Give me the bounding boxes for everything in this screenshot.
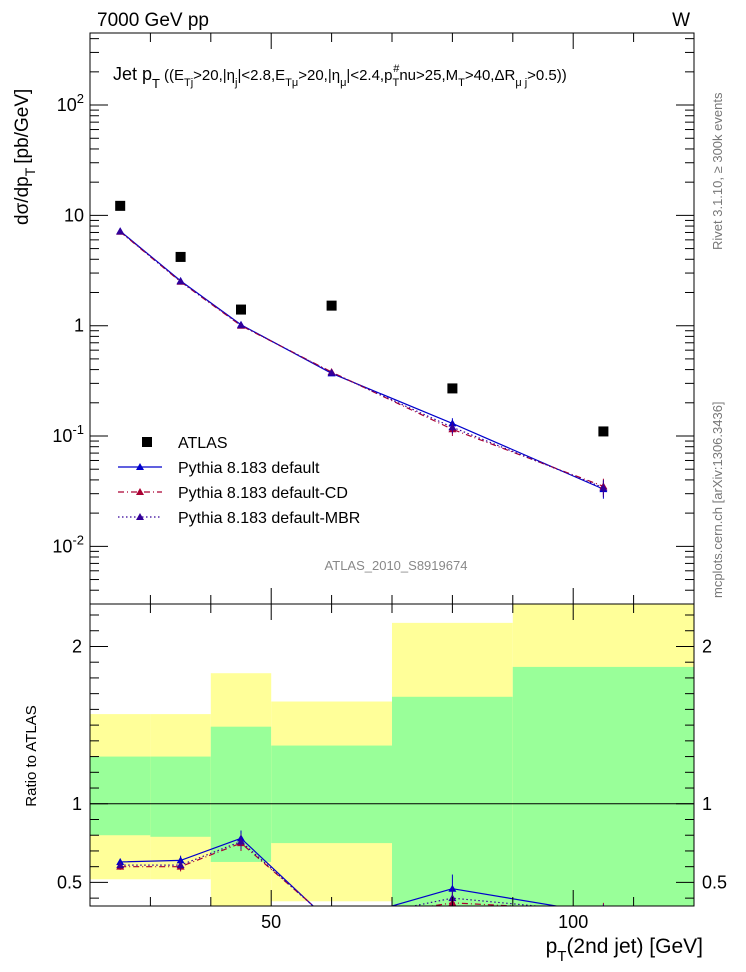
atlas-data-point	[115, 200, 126, 211]
x-tick-label: 50	[261, 912, 281, 932]
mc-data-point	[116, 227, 125, 235]
legend-label: ATLAS	[178, 435, 228, 452]
main-y-tick-label: 10-1	[52, 422, 84, 446]
ratio-y-tick-label-right: 0.5	[702, 872, 727, 892]
main-y-tick-label: 1	[74, 316, 84, 336]
mc-data-point	[448, 423, 457, 431]
mcplots-source-label: mcplots.cern.ch [arXiv:1306.3436]	[710, 401, 725, 598]
uncertainty-band-green	[512, 666, 694, 906]
atlas-data-point	[236, 304, 246, 315]
ratio-y-tick-label-right: 2	[702, 636, 712, 656]
uncertainty-band-green	[392, 696, 513, 906]
ratio-data-point	[599, 907, 607, 914]
atlas-data-point	[598, 426, 609, 437]
main-y-tick-label: 102	[57, 91, 84, 115]
ratio-y-tick-label: 1	[72, 794, 82, 814]
ratio-data-point	[599, 908, 607, 915]
legend-label: Pythia 8.183 default-CD	[178, 485, 348, 502]
ratio-data-point	[237, 837, 245, 845]
uncertainty-band-green	[271, 745, 392, 844]
series-line	[119, 231, 604, 487]
ratio-data-point	[599, 910, 607, 917]
legend-label: Pythia 8.183 default	[178, 460, 320, 477]
ratio-series-line	[120, 842, 525, 906]
ratio-data-point	[116, 861, 125, 869]
ratio-y-tick-label: 0.5	[57, 872, 82, 892]
atlas-data-point	[326, 300, 337, 311]
legend-marker	[136, 513, 144, 520]
atlas-data-point	[175, 251, 186, 262]
main-title: Jet pT ((ETj>20,|ηj|<2.8,ETμ>20,|ημ|<2.4,…	[113, 63, 567, 91]
main-title-text: Jet pT ((ETj>20,|ηj|<2.8,ETμ>20,|ημ|<2.4,…	[113, 63, 567, 91]
ratio-data-point	[176, 861, 185, 869]
x-tick-label: 100	[558, 912, 588, 932]
ratio-panel: 50 100 0.5 0.5 1 1 2 2	[57, 603, 727, 932]
main-y-axis-label: dσ/dpT[pb/GeV]	[12, 89, 38, 225]
mc-data-point	[176, 277, 185, 285]
ratio-y-tick-label-right: 1	[702, 794, 712, 814]
uncertainty-band-green	[90, 756, 151, 836]
analysis-watermark: ATLAS_2010_S8919674	[325, 558, 468, 573]
ratio-data-point	[328, 919, 336, 926]
ratio-y-tick-label: 2	[72, 636, 82, 656]
legend: ATLAS Pythia 8.183 default Pythia 8.183 de…	[118, 435, 360, 527]
x-axis-label: pT(2nd jet) [GeV]	[546, 935, 703, 965]
ratio-y-axis-label: Ratio to ATLAS	[23, 705, 40, 806]
rivet-version-label: Rivet 3.1.10, ≥ 300k events	[710, 92, 725, 250]
main-y-tick-label: 10	[64, 205, 84, 225]
atlas-data-point	[447, 383, 458, 394]
mc-data-point	[327, 368, 336, 376]
main-y-tick-label: 10-2	[52, 532, 84, 556]
legend-marker	[136, 463, 144, 470]
energy-label: 7000 GeV pp	[97, 10, 209, 31]
series-line	[119, 230, 604, 489]
ratio-series-line	[120, 837, 560, 906]
legend-label: Pythia 8.183 default-MBR	[178, 510, 360, 527]
process-label: W	[672, 10, 690, 31]
legend-marker	[142, 437, 152, 447]
uncertainty-band-green	[150, 756, 211, 837]
ratio-data-point	[176, 856, 185, 864]
ratio-data-point	[328, 919, 336, 926]
ratio-data-point	[328, 918, 336, 925]
mc-data-point	[599, 483, 608, 491]
main-panel: 10-2 10-1 1 10 102	[52, 32, 695, 605]
legend-marker	[136, 488, 144, 495]
mc-data-point	[237, 321, 245, 329]
